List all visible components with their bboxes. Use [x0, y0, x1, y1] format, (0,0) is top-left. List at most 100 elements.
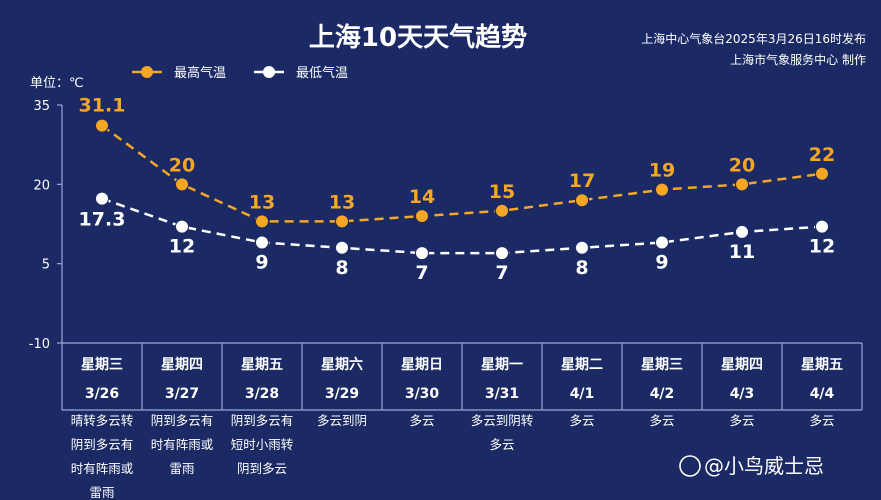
weather-desc: 多云到阴转: [471, 413, 534, 428]
high-temp-point: [255, 214, 269, 229]
paw-icon: [679, 455, 701, 477]
low-temp-data-label: 7: [415, 262, 428, 284]
weekday-label: 星期六: [321, 356, 363, 373]
high-temp-data-label: 15: [489, 181, 515, 203]
low-temp-point: [415, 246, 429, 261]
weather-desc: 多云: [489, 437, 514, 452]
date-label: 3/31: [485, 386, 519, 402]
high-temp-point: [655, 182, 669, 197]
weather-desc: 时有阵雨或: [151, 437, 214, 452]
weather-desc: 多云: [409, 413, 434, 428]
date-label: 3/29: [325, 386, 359, 402]
low-temp-point: [735, 224, 749, 239]
weekday-label: 星期日: [401, 357, 443, 373]
low-temp-data-label: 12: [169, 236, 195, 258]
low-temp-point: [655, 235, 669, 250]
y-tick-label: 35: [33, 99, 50, 114]
high-temp-point: [175, 177, 189, 192]
high-temp-data-label: 17: [569, 170, 595, 192]
weather-desc: 晴转多云转: [71, 413, 134, 428]
series-high-temp: 31.1 20 13 13 14 15 17 19 20 22: [79, 95, 835, 229]
day-table: 星期三3/26晴转多云转阴到多云有时有阵雨或雷雨星期四3/27阴到多云有时有阵雨…: [71, 356, 843, 500]
high-temp-line: [101, 124, 823, 223]
high-temp-data-label: 13: [249, 191, 275, 213]
low-temp-point: [335, 240, 349, 255]
low-temp-point: [815, 219, 829, 234]
low-temp-data-label: 9: [655, 252, 668, 274]
low-temp-data-label: 11: [729, 241, 755, 263]
date-label: 3/30: [405, 386, 440, 402]
weekday-label: 星期三: [641, 357, 683, 373]
high-temp-point: [415, 209, 429, 224]
low-temp-point: [495, 246, 509, 261]
weekday-label: 星期二: [561, 357, 603, 373]
date-label: 3/26: [85, 386, 119, 402]
low-temp-point: [255, 235, 269, 250]
low-temp-point: [575, 240, 589, 255]
date-label: 4/2: [650, 386, 675, 402]
low-temp-data-label: 9: [255, 252, 268, 274]
low-temp-data-label: 8: [335, 257, 348, 279]
low-temp-point: [175, 219, 189, 234]
weather-desc: 雷雨: [89, 485, 114, 500]
weekday-label: 星期五: [241, 357, 283, 373]
weather-desc: 多云: [649, 413, 674, 428]
high-temp-data-label: 19: [649, 160, 675, 182]
weather-desc: 雷雨: [169, 461, 194, 476]
watermark: @小鸟威士忌: [679, 454, 824, 478]
weekday-label: 星期四: [721, 357, 763, 373]
high-temp-data-label: 13: [329, 191, 355, 213]
legend-high-label: 最高气温: [174, 65, 226, 81]
high-temp-data-label: 14: [409, 186, 435, 208]
day-table-grid: [62, 342, 863, 411]
source-line-2: 上海市气象服务中心 制作: [730, 52, 866, 67]
weather-desc: 阴到多云: [237, 461, 287, 476]
date-label: 3/28: [245, 386, 279, 402]
weekday-label: 星期一: [481, 357, 523, 373]
date-label: 3/27: [165, 386, 199, 402]
high-temp-point: [335, 214, 349, 229]
date-label: 4/3: [730, 386, 755, 402]
high-temp-point: [95, 118, 109, 133]
series-low-temp: 17.3 12 9 8 7 7 8 9 11 12: [79, 191, 835, 284]
high-temp-point: [815, 166, 829, 181]
weather-desc: 阴到多云有: [231, 413, 294, 428]
weather-desc: 多云: [809, 413, 834, 428]
high-temp-data-label: 20: [729, 154, 755, 176]
weekday-label: 星期五: [801, 357, 843, 373]
low-temp-data-label: 17.3: [79, 209, 126, 231]
y-tick-label: 5: [42, 258, 50, 273]
unit-label: 单位：℃: [30, 76, 84, 91]
source-line-1: 上海中心气象台2025年3月26日16时发布: [641, 31, 866, 46]
high-temp-point: [735, 177, 749, 192]
low-temp-line: [101, 197, 823, 255]
date-label: 4/1: [570, 386, 595, 402]
weather-desc: 短时小雨转: [231, 437, 294, 452]
weather-desc: 阴到多云有: [151, 413, 214, 428]
weather-desc: 时有阵雨或: [71, 461, 134, 476]
high-temp-data-label: 20: [169, 154, 195, 176]
y-tick-label: 20: [33, 178, 50, 193]
chart-title: 上海10天天气趋势: [309, 22, 527, 53]
legend-low-label: 最低气温: [296, 65, 348, 81]
low-temp-point: [95, 191, 109, 206]
weather-desc: 多云到阴: [317, 413, 367, 428]
weather-desc: 多云: [729, 413, 754, 428]
high-temp-point: [575, 193, 589, 208]
legend-low-marker: [263, 66, 275, 78]
weekday-label: 星期四: [161, 357, 203, 373]
watermark-text: @小鸟威士忌: [704, 454, 824, 478]
weather-desc: 多云: [569, 413, 594, 428]
high-temp-data-label: 22: [809, 144, 835, 166]
date-label: 4/4: [810, 386, 835, 402]
legend: 最高气温 最低气温: [132, 65, 348, 81]
low-temp-data-label: 7: [495, 262, 508, 284]
high-temp-point: [495, 203, 509, 218]
high-temp-data-label: 31.1: [79, 95, 126, 117]
y-tick-label: -10: [29, 337, 50, 352]
y-axis: 35 20 5 -10: [29, 99, 63, 410]
weather-desc: 阴到多云有: [71, 437, 134, 452]
low-temp-data-label: 12: [809, 236, 835, 258]
low-temp-data-label: 8: [575, 257, 588, 279]
